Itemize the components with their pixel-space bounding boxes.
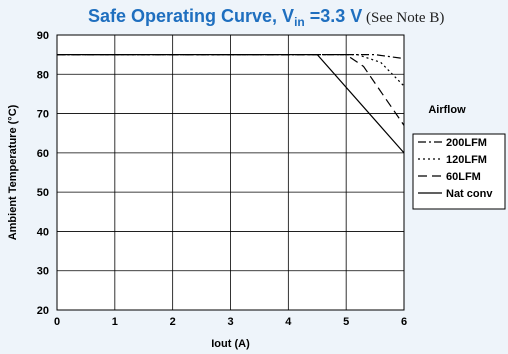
y-tick-label: 90 xyxy=(37,30,49,42)
legend-label: 200LFM xyxy=(446,137,487,149)
legend-title: Airflow xyxy=(428,104,466,116)
x-tick-label: 2 xyxy=(170,316,176,328)
x-tick-label: 0 xyxy=(54,316,60,328)
y-tick-label: 30 xyxy=(37,266,49,278)
y-tick-label: 70 xyxy=(37,109,49,121)
y-tick-label: 60 xyxy=(37,148,49,160)
x-tick-label: 5 xyxy=(343,316,349,328)
x-tick-label: 6 xyxy=(401,316,407,328)
legend: 200LFM 120LFM 60LFM Nat conv xyxy=(413,134,505,209)
y-tick-label: 80 xyxy=(37,69,49,81)
y-tick-label: 40 xyxy=(37,226,49,238)
legend-label: 60LFM xyxy=(446,171,481,183)
legend-label: 120LFM xyxy=(446,154,487,166)
x-tick-label: 4 xyxy=(285,316,292,328)
legend-label: Nat conv xyxy=(446,188,493,200)
x-axis-label: Iout (A) xyxy=(211,338,250,350)
x-tick-label: 1 xyxy=(112,316,118,328)
y-axis-label: Ambient Temperature (°C) xyxy=(7,104,19,240)
y-tick-label: 20 xyxy=(37,305,49,317)
y-tick-label: 50 xyxy=(37,187,49,199)
x-tick-label: 3 xyxy=(227,316,233,328)
